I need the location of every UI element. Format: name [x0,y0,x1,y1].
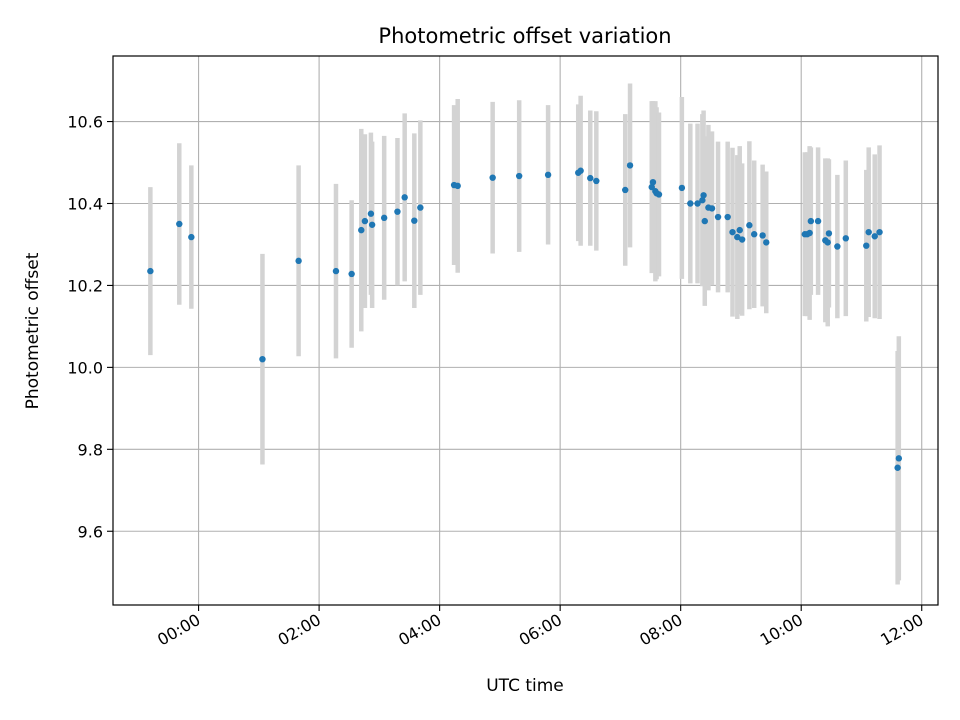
data-point [825,230,833,237]
data-point [587,174,594,182]
data-point [759,232,766,239]
data-point [834,243,841,250]
data-point [763,239,770,246]
data-point [417,204,424,211]
data-point [736,226,743,234]
data-point [807,217,815,225]
data-point [147,267,154,275]
data-point [806,229,813,237]
data-point [361,217,369,225]
data-points [147,162,903,471]
chart-title: Photometric offset variation [378,24,671,48]
data-point [700,192,707,199]
data-point [489,174,496,181]
data-point [358,226,365,234]
data-point [876,228,883,236]
data-point [871,233,878,240]
y-axis-ticks: 9.6 9.8 10.0 10.2 10.4 10.6 [67,113,113,541]
data-point [895,455,903,462]
data-point [332,267,340,275]
data-point [699,197,706,204]
y-tick-label: 9.8 [78,440,103,459]
data-point [188,233,195,241]
data-point [714,213,722,221]
data-point [734,233,741,241]
y-tick-label: 10.2 [67,276,103,295]
data-point [708,205,716,212]
data-point [894,464,901,471]
data-point [176,220,183,228]
data-point [593,177,600,185]
y-tick-label: 10.0 [67,358,103,377]
data-point [863,242,870,249]
data-point [626,162,634,169]
data-point [865,228,872,236]
data-point [515,172,523,180]
data-point [842,235,849,242]
data-point [724,213,731,221]
data-point [380,214,388,222]
y-tick-label: 9.6 [78,522,103,541]
data-point [750,231,758,238]
data-point [577,167,584,174]
y-tick-label: 10.6 [67,113,103,132]
data-point [544,171,552,179]
x-axis-title: UTC time [486,676,564,696]
grid [113,56,938,605]
y-tick-label: 10.4 [67,194,103,213]
data-point [694,200,701,207]
data-point [348,270,355,278]
data-point [622,186,629,194]
data-point [738,236,746,243]
data-point [678,184,686,192]
data-point [648,183,655,191]
data-point [295,257,302,265]
data-point [259,355,266,363]
data-point [701,217,708,225]
plot-frame [112,55,939,606]
data-point [394,208,401,215]
data-point [746,222,753,229]
data-point [649,178,657,186]
data-point [687,200,694,207]
data-point [729,228,736,236]
data-point [824,239,831,246]
data-point [655,191,663,198]
data-point [814,217,822,225]
data-point [367,210,375,217]
y-axis-title: Photometric offset [23,252,43,409]
data-point [368,221,376,228]
data-point [401,194,408,201]
data-point [454,182,461,190]
data-point [411,217,418,224]
